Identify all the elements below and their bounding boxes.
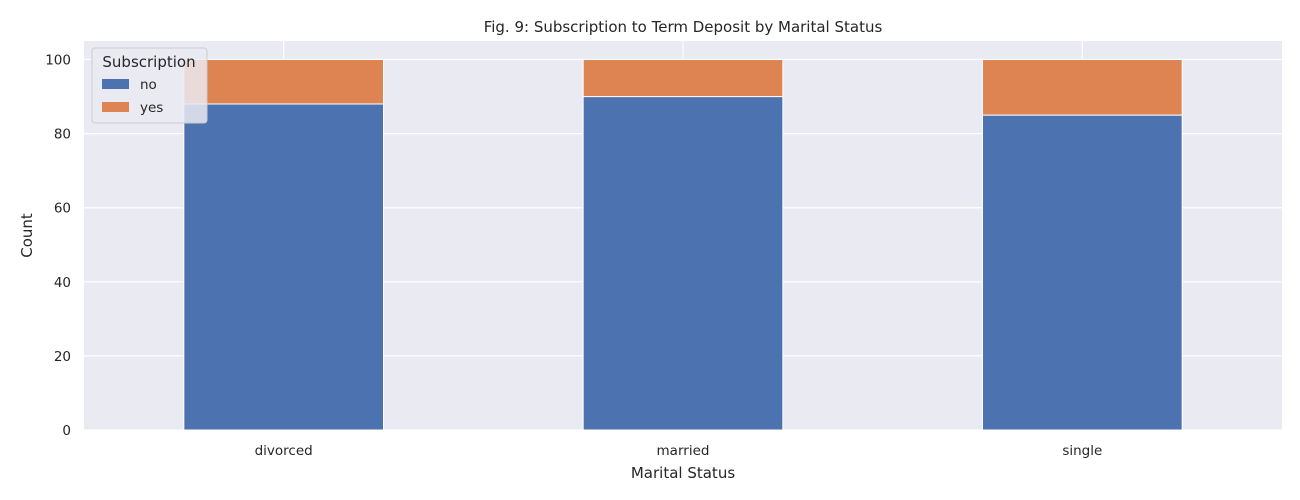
- y-tick-label: 60: [54, 201, 71, 217]
- x-tick-label: married: [657, 443, 710, 459]
- y-tick-label: 20: [54, 349, 71, 365]
- bar-yes-married: [582, 59, 784, 98]
- legend: Subscription no yes: [91, 47, 208, 124]
- legend-title: Subscription: [102, 53, 195, 71]
- y-tick-label: 100: [45, 53, 71, 69]
- bars-group: [183, 59, 1183, 431]
- x-axis-label: Marital Status: [631, 464, 735, 482]
- y-axis-label: Count: [18, 213, 36, 258]
- bar-no-divorced: [183, 103, 384, 431]
- y-tick-label: 40: [54, 275, 71, 291]
- bar-no-married: [582, 96, 784, 431]
- x-tick-label: single: [1062, 443, 1102, 459]
- y-tick-label: 80: [54, 127, 71, 143]
- x-axis-ticks: divorced married single: [255, 443, 1103, 459]
- y-tick-label: 0: [62, 423, 71, 439]
- bar-yes-single: [982, 59, 1183, 116]
- bar-no-single: [982, 114, 1183, 431]
- x-tick-label: divorced: [255, 443, 313, 459]
- chart-title: Fig. 9: Subscription to Term Deposit by …: [484, 18, 883, 36]
- y-axis-ticks: 0 20 40 60 80 100: [45, 53, 71, 439]
- legend-label-no: no: [140, 77, 157, 93]
- legend-swatch-no: [102, 79, 129, 89]
- legend-swatch-yes: [102, 102, 129, 112]
- legend-label-yes: yes: [140, 100, 163, 116]
- bar-yes-divorced: [183, 59, 384, 105]
